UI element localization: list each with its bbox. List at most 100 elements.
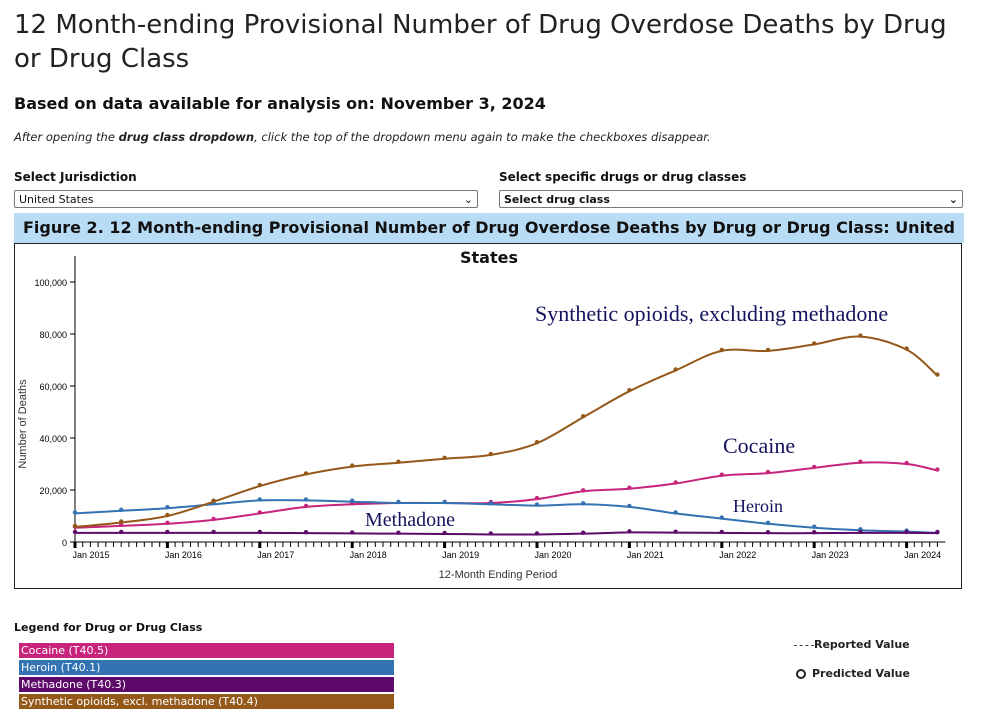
x-tick (428, 542, 430, 547)
x-tick (705, 542, 707, 547)
data-point (211, 516, 216, 522)
x-tick (890, 542, 892, 547)
data-point (72, 523, 78, 529)
data-point (719, 529, 724, 535)
x-tick (451, 542, 453, 547)
chevron-down-icon: ⌄ (463, 193, 473, 206)
x-tick-label: Jan 2019 (442, 550, 479, 560)
data-point (673, 510, 678, 515)
series-annotation: Heroin (733, 496, 783, 516)
y-tick-label: 20,000 (39, 486, 67, 496)
data-point (765, 520, 771, 525)
x-tick (535, 542, 539, 548)
data-point (719, 472, 724, 477)
x-tick (159, 542, 161, 547)
series-line-0 (74, 461, 938, 529)
data-point (165, 529, 170, 535)
data-point (119, 529, 124, 535)
x-tick-label: Jan 2015 (72, 550, 109, 560)
x-tick (243, 542, 245, 547)
x-tick (551, 542, 553, 547)
data-point (858, 459, 863, 464)
x-tick (220, 542, 222, 547)
legend-item-methadone: Methadone (T40.3) (19, 677, 394, 692)
x-tick (659, 542, 661, 547)
x-tick (605, 542, 607, 547)
data-point (488, 501, 493, 506)
data-point (257, 497, 262, 502)
data-point (627, 485, 632, 490)
circle-icon (796, 669, 806, 679)
x-tick (898, 542, 900, 547)
note-bold: drug class dropdown (118, 130, 255, 144)
x-tick (852, 542, 854, 547)
data-point (442, 455, 447, 460)
x-tick (165, 542, 169, 548)
data-point (904, 346, 909, 351)
series-line-1 (74, 499, 938, 534)
x-axis-label: 12-Month Ending Period (439, 569, 558, 581)
x-tick (174, 542, 176, 547)
data-point (303, 503, 309, 509)
data-point (211, 529, 216, 535)
data-point (257, 529, 262, 535)
x-tick (421, 542, 422, 547)
x-tick (921, 542, 923, 547)
x-tick (236, 542, 238, 547)
x-tick (913, 542, 915, 547)
x-tick-label: Jan 2024 (904, 550, 941, 560)
x-tick (136, 542, 138, 547)
x-tick (474, 542, 476, 547)
drug-class-select[interactable]: Select drug class ⌄ (499, 190, 963, 208)
y-tick-label: 80,000 (39, 330, 67, 340)
legend-item-cocaine: Cocaine (T40.5) (19, 643, 394, 658)
x-tick (274, 542, 276, 547)
data-point (812, 341, 817, 346)
data-point (581, 414, 586, 419)
x-tick (143, 542, 145, 547)
data-point (303, 497, 309, 502)
x-tick (644, 542, 646, 547)
x-tick (528, 542, 530, 547)
drug-class-label: Select specific drugs or drug classes (499, 170, 747, 184)
x-tick (582, 542, 584, 547)
data-point (72, 510, 78, 515)
x-tick (829, 542, 831, 547)
data-point (442, 530, 447, 536)
x-tick (806, 542, 807, 547)
x-tick (790, 542, 792, 547)
reported-value-key: Reported Value (794, 638, 910, 651)
data-point (904, 529, 909, 535)
jurisdiction-select[interactable]: United States ⌄ (14, 190, 478, 208)
x-tick (744, 542, 746, 547)
data-point (627, 503, 632, 509)
x-tick-label: Jan 2021 (627, 550, 664, 560)
legend-title: Legend for Drug or Drug Class (14, 621, 203, 634)
data-point (627, 388, 632, 393)
x-tick (490, 542, 492, 547)
chart-svg: 0 20,000 40,000 60,000 80,000 100,000 Jan 2015… (17, 256, 946, 581)
x-tick (459, 542, 461, 547)
x-tick (390, 542, 392, 547)
x-tick (320, 542, 322, 547)
x-tick (382, 542, 384, 547)
data-point (257, 510, 262, 515)
y-tick-label: 0 (62, 538, 67, 548)
data-point (165, 505, 170, 510)
x-tick (443, 542, 447, 548)
data-point (812, 529, 817, 535)
x-tick (782, 542, 784, 547)
x-tick (205, 542, 207, 547)
x-tick (350, 542, 354, 548)
x-tick (105, 542, 107, 547)
x-tick (627, 542, 631, 548)
x-tick (197, 542, 199, 547)
x-tick (598, 542, 600, 547)
data-point (119, 519, 124, 524)
predicted-label: Predicted Value (812, 667, 910, 680)
drug-class-value: Select drug class (504, 193, 610, 206)
x-tick-label: Jan 2017 (257, 550, 294, 560)
data-point (534, 495, 540, 501)
data-point (935, 372, 940, 377)
data-point (396, 499, 401, 505)
